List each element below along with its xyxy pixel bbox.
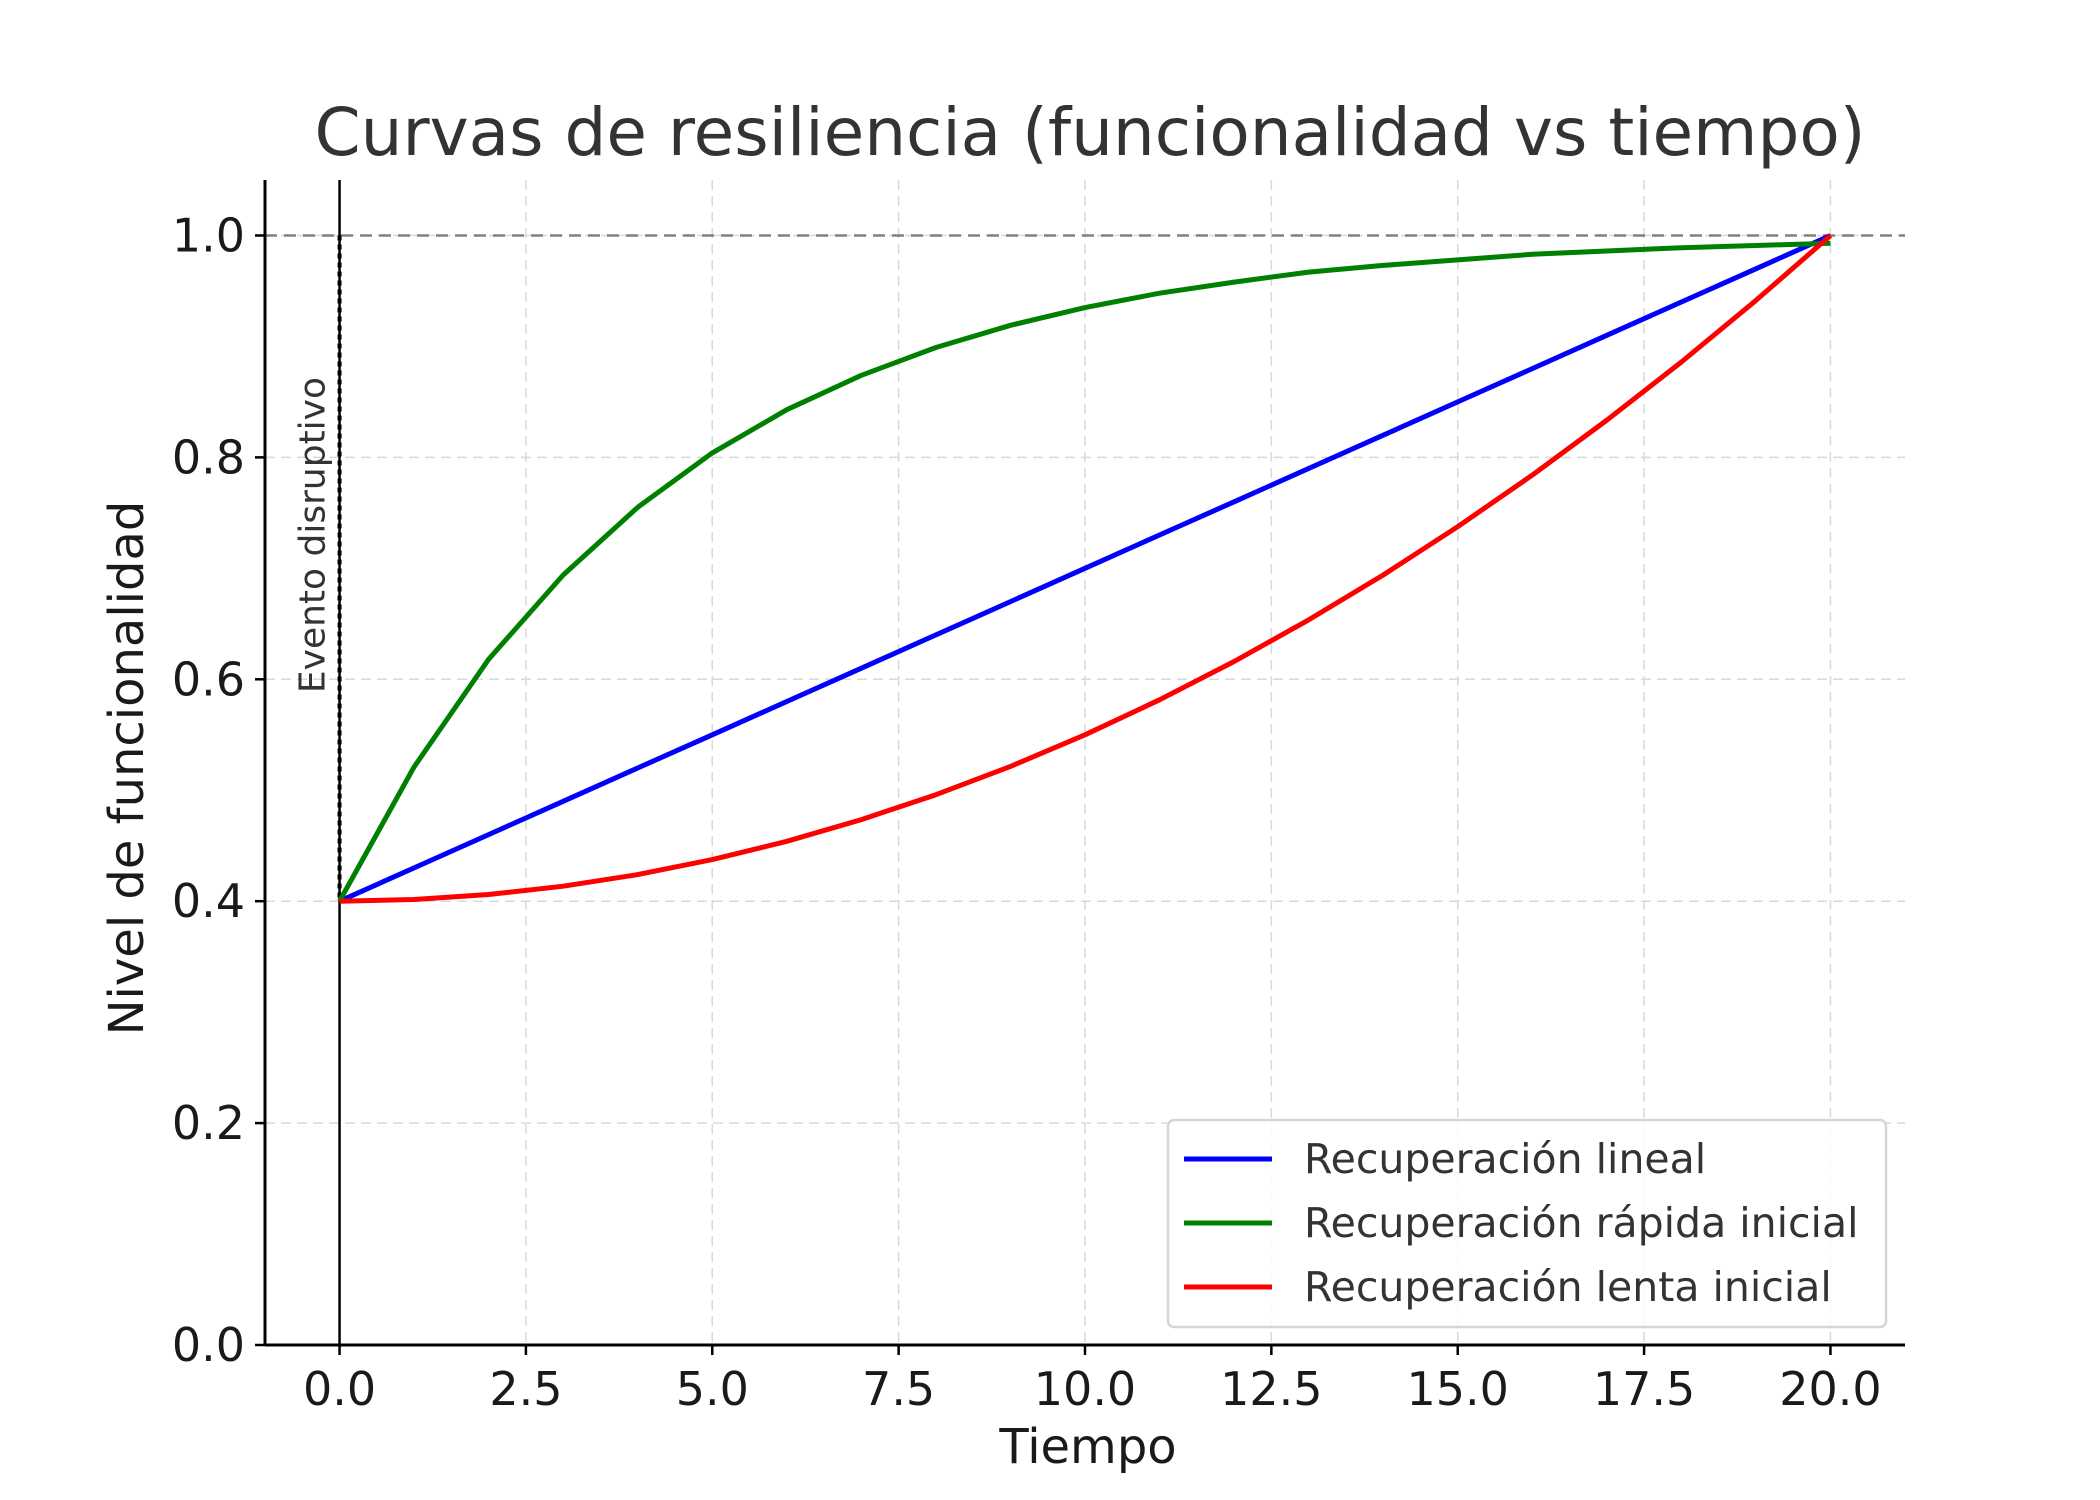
- y-tick-label: 1.0: [172, 208, 245, 262]
- legend-box: [1166, 1118, 1888, 1329]
- y-tick-label: 0.0: [172, 1318, 245, 1372]
- x-tick-label: 20.0: [1779, 1362, 1881, 1416]
- y-tick-label: 0.2: [172, 1096, 245, 1150]
- series-line-1: [338, 233, 1832, 904]
- legend-label: Recuperación lineal: [1304, 1135, 1706, 1183]
- disruptive-event-label: Evento disruptivo: [293, 377, 334, 693]
- x-tick-label: 12.5: [1220, 1362, 1322, 1416]
- legend-label: Recuperación lenta inicial: [1304, 1263, 1832, 1311]
- y-axis-label: Nivel de funcionalidad: [99, 501, 155, 1036]
- series-line-2: [337, 240, 1831, 903]
- reference-lines: Evento disruptivo: [265, 180, 1905, 1345]
- x-tick-label: 15.0: [1407, 1362, 1509, 1416]
- legend-label: Recuperación rápida inicial: [1304, 1199, 1858, 1247]
- y-tick-label: 0.8: [172, 430, 245, 484]
- tick-labels: 0.0 2.5 5.0 7.5 10.0 12.5 15.0 17.5 20.0 0.0 0.2 0.…: [172, 208, 1882, 1416]
- x-tick-label: 17.5: [1593, 1362, 1695, 1416]
- x-tick-label: 0.0: [303, 1362, 376, 1416]
- series-lines: [337, 233, 1833, 904]
- chart-title: Curvas de resiliencia (funcionalidad vs …: [315, 94, 1866, 171]
- x-tick-label: 7.5: [862, 1362, 935, 1416]
- y-tick-label: 0.4: [172, 874, 245, 928]
- x-tick-label: 2.5: [489, 1362, 562, 1416]
- legend: Recuperación lineal Recuperación rápida i…: [1166, 1118, 1888, 1329]
- x-tick-label: 5.0: [676, 1362, 749, 1416]
- x-tick-label: 10.0: [1034, 1362, 1136, 1416]
- x-axis-label: Tiempo: [998, 1419, 1176, 1475]
- y-tick-label: 0.6: [172, 652, 245, 706]
- series-line-3: [339, 233, 1833, 904]
